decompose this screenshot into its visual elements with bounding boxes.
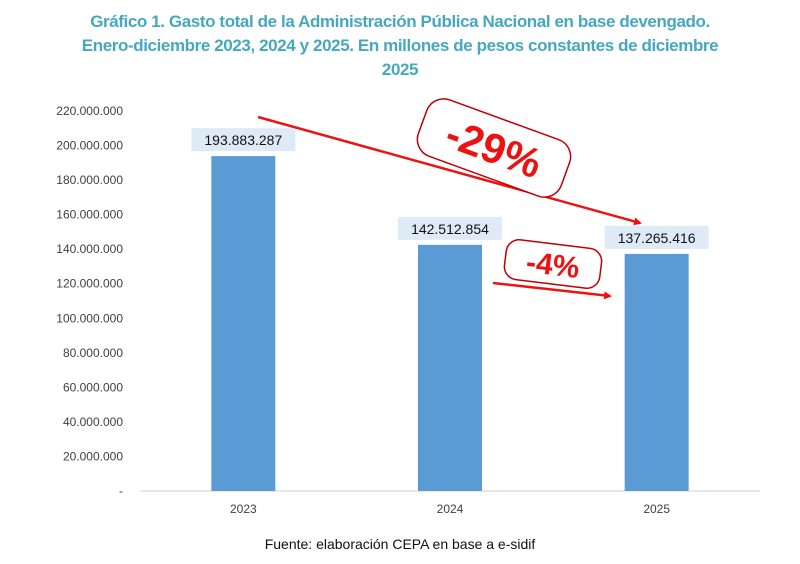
bar-2023 (211, 156, 276, 491)
chart-title-line: Enero-diciembre 2023, 2024 y 2025. En mi… (81, 36, 719, 55)
annotation-text: -4% (524, 246, 581, 285)
chart-title-line: Gráfico 1. Gasto total de la Administrac… (90, 12, 710, 31)
data-label-background (604, 225, 709, 249)
y-tick-label: 60.000.000 (63, 380, 123, 394)
arrow-2023-2025 (257, 115, 642, 226)
x-tick-label: 2025 (643, 502, 670, 516)
annotation-box (416, 98, 572, 198)
data-label-background (191, 128, 296, 152)
y-tick-label: 180.000.000 (56, 173, 123, 187)
bar-2025 (624, 253, 689, 491)
y-tick-label: 80.000.000 (63, 346, 123, 360)
y-tick-label: 100.000.000 (56, 311, 123, 325)
y-tick-label: 40.000.000 (63, 415, 123, 429)
data-label: 193.883.287 (204, 132, 282, 148)
y-tick-label: 140.000.000 (56, 242, 123, 256)
data-label-background (398, 216, 502, 240)
data-label: 142.512.854 (411, 221, 489, 237)
annotation-29: -29% (416, 98, 572, 198)
annotation-box (503, 239, 603, 289)
y-tick-label: 20.000.000 (63, 449, 123, 463)
x-tick-label: 2023 (230, 502, 257, 516)
data-label: 137.265.416 (618, 230, 696, 246)
y-tick-label: 200.000.000 (56, 139, 123, 153)
y-tick-label: 160.000.000 (56, 208, 123, 222)
y-tick-label: 220.000.000 (56, 104, 123, 118)
arrow-2024-2025 (492, 281, 612, 300)
y-tick-label: 120.000.000 (56, 277, 123, 291)
source-note: Fuente: elaboración CEPA en base a e-sid… (264, 536, 536, 552)
annotation-4: -4% (503, 239, 603, 289)
y-tick-label: - (119, 484, 123, 498)
chart-title: Gráfico 1. Gasto total de la Administrac… (0, 10, 800, 82)
chart-title-line: 2025 (381, 60, 419, 79)
x-tick-label: 2024 (437, 502, 464, 516)
bar-2024 (418, 244, 482, 491)
